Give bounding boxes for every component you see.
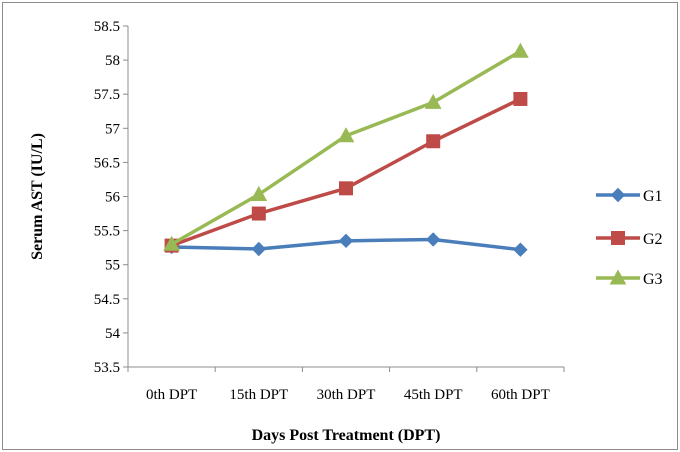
x-tick-label: 0th DPT (146, 387, 197, 403)
y-axis-ticks: 53.5 54 54.5 55 55.5 56 56.5 57 57.5 58 58.5 (94, 19, 128, 376)
legend-marker (610, 187, 626, 203)
y-tick-label: 55 (105, 258, 120, 274)
series-layer (163, 42, 529, 257)
data-point (424, 93, 442, 109)
legend-label: G2 (643, 231, 663, 248)
data-point (251, 206, 266, 221)
legend-label: G1 (643, 188, 663, 205)
legend-item-g1: G1 (596, 187, 663, 205)
y-tick-label: 55.5 (94, 224, 120, 240)
y-tick-label: 56.5 (94, 155, 120, 171)
x-tick-label: 60th DPT (491, 387, 550, 403)
y-tick-label: 58 (105, 53, 120, 69)
x-tick-label: 15th DPT (229, 387, 288, 403)
x-tick-label: 45th DPT (404, 387, 463, 403)
x-axis-title: Days Post Treatment (DPT) (252, 427, 441, 444)
data-point (251, 241, 267, 257)
legend-marker (611, 231, 625, 245)
y-axis-title: Serum AST (IU/L) (29, 133, 46, 260)
legend-marker (609, 269, 627, 285)
y-tick-label: 53.5 (94, 360, 120, 376)
y-tick-label: 58.5 (94, 19, 120, 35)
data-point (513, 242, 528, 257)
data-point (163, 235, 180, 251)
legend-item-g3: G3 (596, 269, 663, 288)
data-point (339, 181, 353, 196)
series-line (170, 49, 522, 246)
data-point (513, 91, 528, 106)
data-point (426, 134, 441, 149)
series-g1 (164, 232, 528, 257)
x-tick-label: 30th DPT (317, 387, 376, 403)
y-tick-label: 54.5 (94, 292, 120, 308)
data-point (338, 233, 354, 249)
data-point (512, 42, 529, 58)
legend-item-g2: G2 (596, 231, 663, 248)
series-g2 (164, 91, 528, 253)
y-tick-label: 56 (105, 190, 121, 206)
data-point (250, 185, 268, 201)
y-tick-label: 54 (105, 326, 121, 342)
y-tick-label: 57 (105, 121, 121, 137)
x-axis-ticks: 0th DPT 15th DPT 30th DPT 45th DPT 60th DPT (127, 367, 565, 403)
y-tick-label: 57.5 (94, 87, 120, 103)
data-point (425, 232, 441, 247)
series-line (170, 97, 522, 248)
legend-label: G3 (643, 271, 663, 288)
legend: G1 G2 G3 (596, 187, 663, 288)
series-g3 (163, 42, 529, 251)
data-point (337, 127, 355, 143)
